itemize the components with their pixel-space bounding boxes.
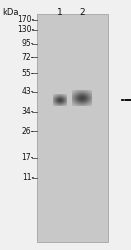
Text: 17-: 17- xyxy=(22,154,34,162)
Text: kDa: kDa xyxy=(2,8,18,17)
Text: 1: 1 xyxy=(57,8,63,17)
Text: 95-: 95- xyxy=(21,40,34,48)
Text: 43-: 43- xyxy=(21,88,34,96)
Text: 55-: 55- xyxy=(21,68,34,78)
Text: 72-: 72- xyxy=(22,52,34,62)
Text: 2: 2 xyxy=(79,8,85,17)
Text: 170-: 170- xyxy=(17,16,34,24)
Bar xyxy=(37,14,108,242)
Text: 26-: 26- xyxy=(22,126,34,136)
Text: 130-: 130- xyxy=(17,26,34,35)
Text: 11-: 11- xyxy=(22,174,34,182)
Text: 34-: 34- xyxy=(21,108,34,116)
